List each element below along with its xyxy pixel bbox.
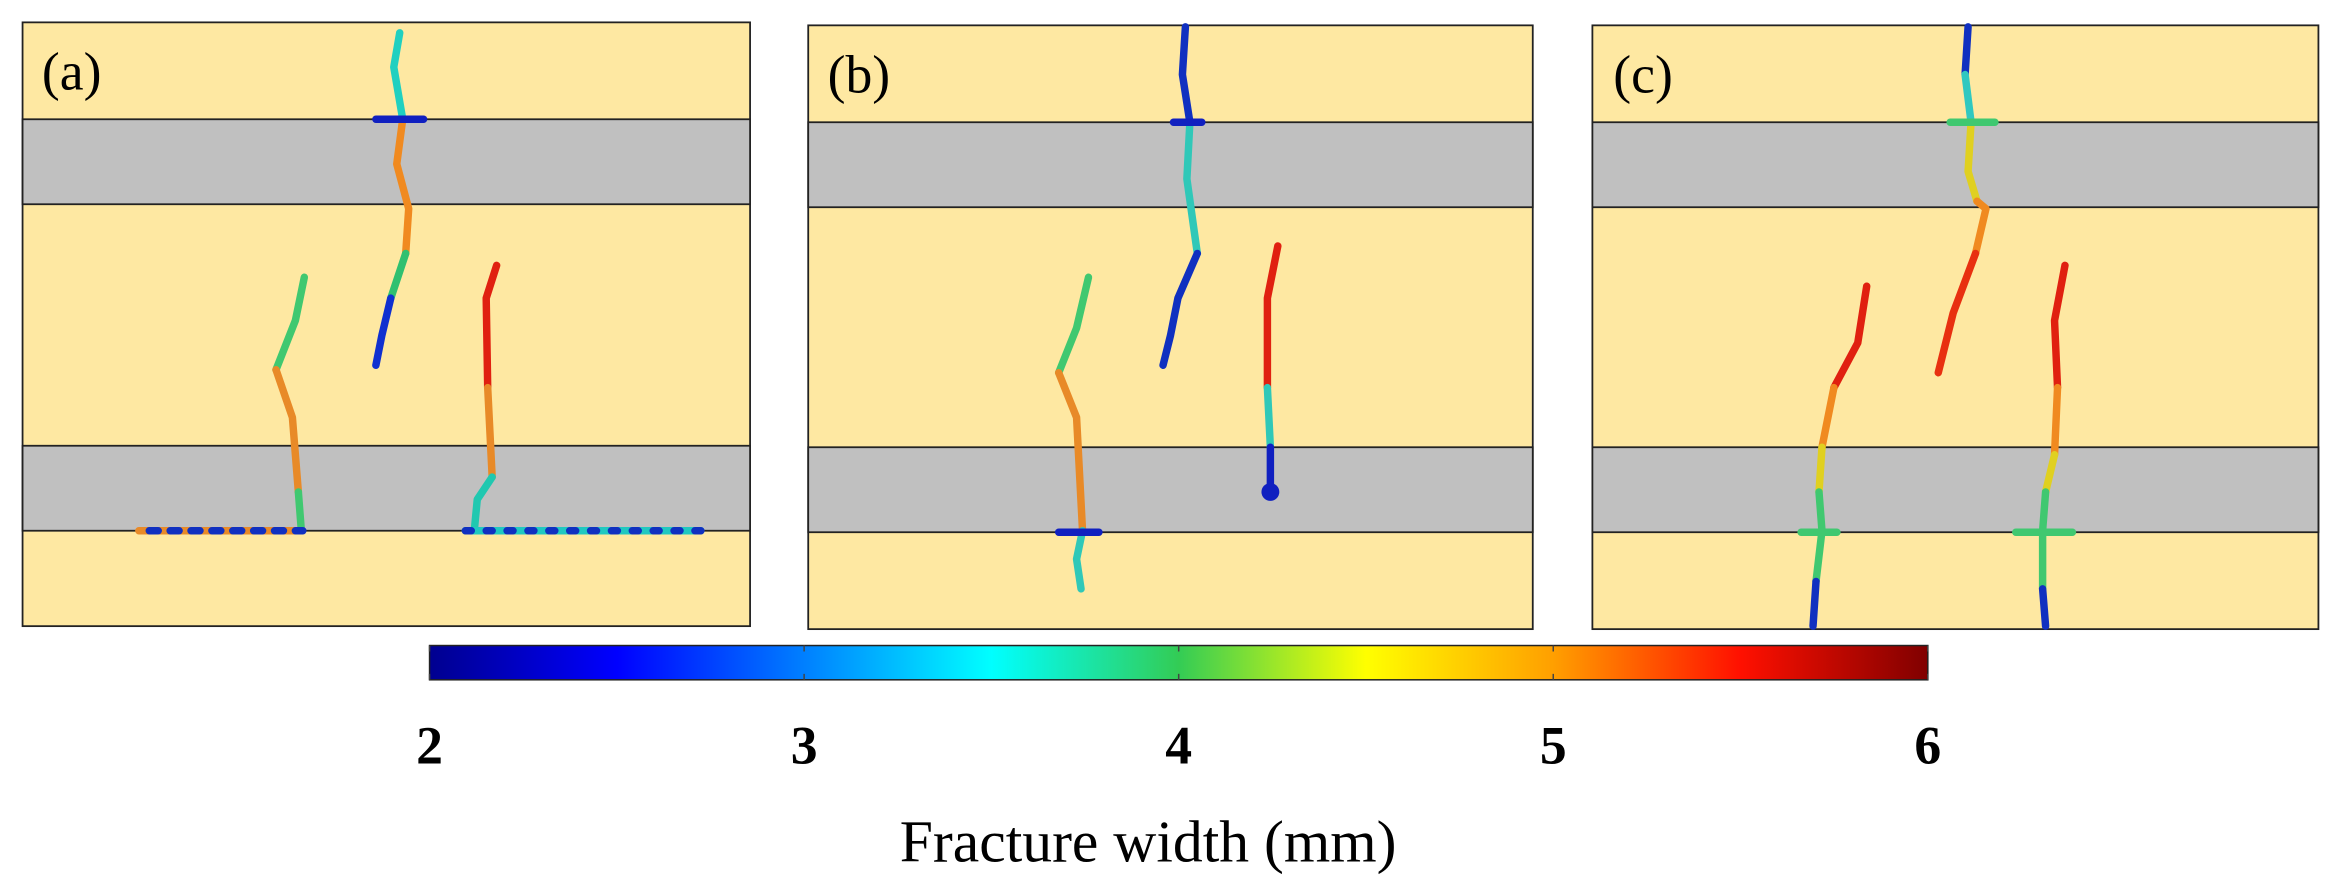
layer-band xyxy=(807,121,1534,209)
fractures xyxy=(1054,23,1282,593)
panel-label: (b) xyxy=(828,44,891,104)
fractures xyxy=(135,29,705,535)
panel-b: (b) xyxy=(807,23,1534,631)
panel-label: (a) xyxy=(42,41,102,101)
layer-band xyxy=(807,446,1534,534)
panel-a: (a) xyxy=(21,21,751,628)
tick-label: 5 xyxy=(1540,715,1567,775)
colorbar-label: Fracture width (mm) xyxy=(900,809,1397,875)
panel-c: (c) xyxy=(1591,23,2320,631)
tick-label: 2 xyxy=(416,715,443,775)
fracture-end xyxy=(1261,483,1280,501)
tick-label: 6 xyxy=(1914,715,1941,775)
layer-band xyxy=(1591,446,2320,534)
panel-label: (c) xyxy=(1613,44,1673,104)
layer-band xyxy=(1591,121,2320,209)
colorbar: Fracture width (mm) 2 3 4 5 6 xyxy=(416,644,1941,875)
layer-band xyxy=(21,118,751,206)
tick-label: 3 xyxy=(791,715,818,775)
tick-label: 4 xyxy=(1165,715,1192,775)
panel-background xyxy=(1591,24,2320,631)
layer-band xyxy=(21,444,751,532)
fractures xyxy=(1797,23,2077,630)
